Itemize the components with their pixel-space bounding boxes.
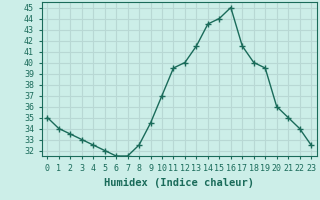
X-axis label: Humidex (Indice chaleur): Humidex (Indice chaleur) <box>104 178 254 188</box>
